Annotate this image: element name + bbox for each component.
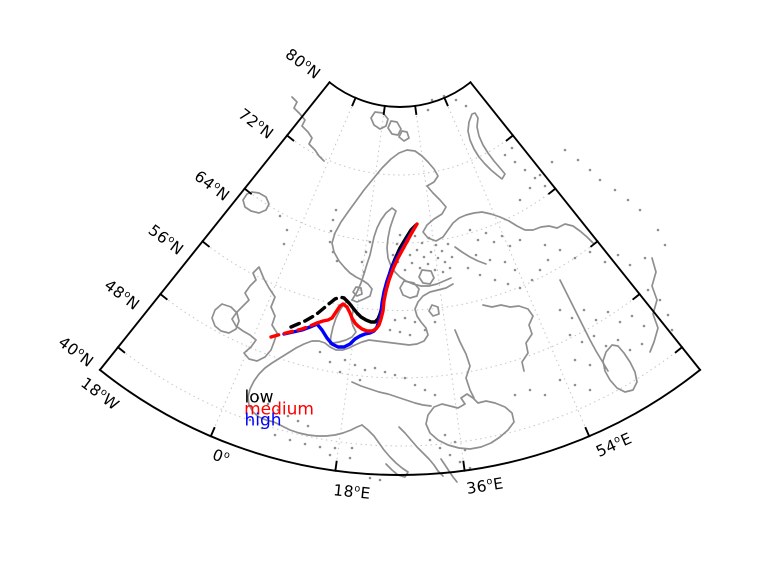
trajectory-low (289, 295, 346, 329)
lon-label-18e: 18oE (332, 481, 371, 503)
trajectory-medium (269, 321, 319, 339)
lon-label-value: 36 (465, 476, 489, 498)
lon-label-value: 18 (332, 481, 355, 502)
trajectory-medium (315, 222, 419, 333)
legend-item-medium: medium (244, 399, 314, 420)
legend-item-high: high (244, 410, 282, 431)
hemisphere: E (359, 484, 372, 503)
legend-item-low: low (244, 387, 274, 408)
